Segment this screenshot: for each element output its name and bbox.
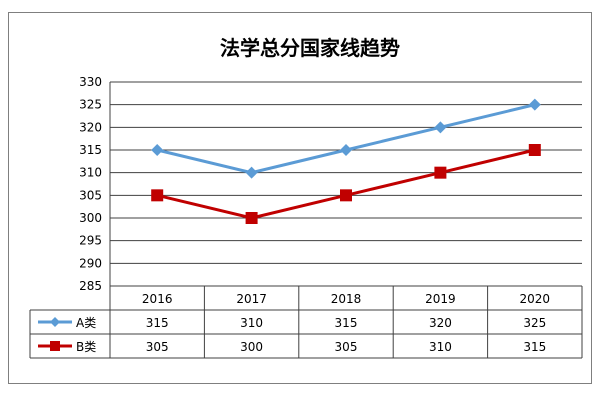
data-point	[434, 166, 447, 179]
y-tick-label: 325	[79, 98, 102, 112]
data-table: 2016 2017 2018 2019 2020 A类 315 310 315 320 325 B类 3…	[29, 285, 583, 359]
data-point	[151, 144, 164, 156]
x-tick-label: 2018	[331, 292, 362, 306]
data-label: 310	[429, 340, 452, 354]
data-label: 315	[335, 316, 358, 330]
legend-marker	[50, 341, 60, 351]
data-point	[151, 189, 164, 202]
x-tick-label: 2016	[142, 292, 173, 306]
legend-label: A类	[76, 316, 96, 330]
data-label: 305	[335, 340, 358, 354]
data-label: 300	[240, 340, 263, 354]
y-tick-label: 290	[79, 256, 102, 270]
data-point	[340, 144, 352, 156]
x-tick-label: 2017	[236, 292, 267, 306]
legend-marker	[50, 317, 60, 327]
data-label: 305	[146, 340, 169, 354]
legend-label: B类	[76, 340, 96, 354]
data-point	[340, 189, 352, 202]
y-axis: 285 290 295 300 305 310 315 320 325 330	[79, 75, 102, 293]
y-tick-label: 285	[79, 279, 102, 293]
data-point	[245, 166, 258, 179]
y-tick-label: 320	[79, 120, 102, 134]
series-line-2	[156, 148, 536, 220]
grid-lines	[109, 81, 582, 287]
y-tick-label: 305	[79, 188, 102, 202]
data-label: 325	[523, 316, 546, 330]
y-tick-label: 315	[79, 143, 102, 157]
data-point	[434, 121, 447, 134]
data-label: 320	[429, 316, 452, 330]
x-tick-label: 2019	[425, 292, 456, 306]
y-tick-label: 295	[79, 234, 102, 248]
chart-title: 法学总分国家线趋势	[220, 36, 400, 60]
y-tick-label: 330	[79, 75, 102, 89]
x-tick-label: 2020	[520, 292, 551, 306]
data-label: 315	[146, 316, 169, 330]
chart-frame	[8, 12, 592, 384]
data-point	[528, 144, 541, 156]
y-tick-label: 310	[79, 166, 102, 180]
data-label: 310	[240, 316, 263, 330]
data-point	[245, 212, 258, 224]
data-point	[528, 98, 541, 111]
y-tick-label: 300	[79, 211, 102, 225]
data-label: 315	[523, 340, 546, 354]
series-group	[151, 98, 541, 224]
